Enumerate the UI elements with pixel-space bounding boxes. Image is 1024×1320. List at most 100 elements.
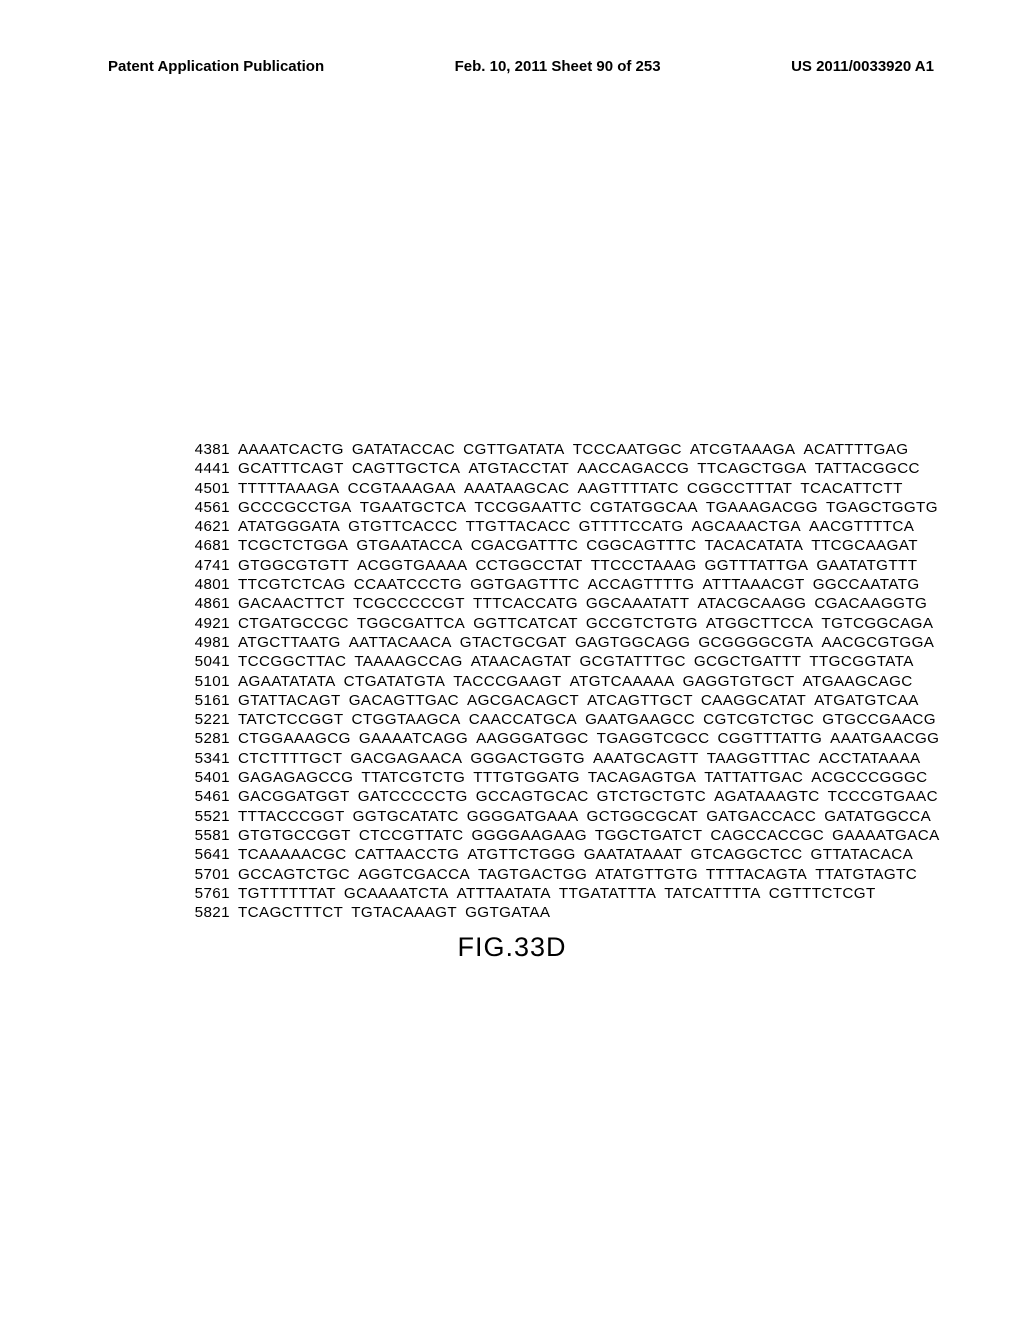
sequence-listing: 4381AAAATCACTGGATATACCACCGTTGATATATCCCAA…	[178, 440, 948, 922]
sequence-group: TCAAAAACGC	[238, 845, 347, 864]
sequence-group: AAATGAACGG	[830, 729, 939, 748]
sequence-group: ATCGTAAAGA	[690, 440, 796, 459]
sequence-group: TGTACAAAGT	[351, 903, 457, 922]
sequence-group: GTGTGCCGGT	[238, 826, 351, 845]
sequence-group: CGTTTCTCGT	[769, 884, 876, 903]
sequence-position: 4381	[178, 440, 230, 459]
sequence-row: 4921CTGATGCCGCTGGCGATTCAGGTTCATCATGCCGTC…	[178, 614, 948, 633]
sequence-group: GCCAGTGCAC	[476, 787, 589, 806]
sequence-group: TACACATATA	[705, 536, 804, 555]
sequence-row: 4561GCCCGCCTGATGAATGCTCATCCGGAATTCCGTATG…	[178, 498, 948, 517]
sequence-group: GACGGATGGT	[238, 787, 350, 806]
sequence-group: TAAGGTTTAC	[707, 749, 811, 768]
sequence-group: GCCGTCTGTG	[586, 614, 698, 633]
sequence-group: TACCCGAAGT	[453, 672, 561, 691]
sequence-group: CCAATCCCTG	[354, 575, 462, 594]
header-date-sheet: Feb. 10, 2011 Sheet 90 of 253	[455, 58, 661, 75]
sequence-row: 4621ATATGGGATAGTGTTCACCCTTGTTACACCGTTTTC…	[178, 517, 948, 536]
sequence-group: TATTACGGCC	[815, 459, 920, 478]
sequence-row: 5341CTCTTTTGCTGACGAGAACAGGGACTGGTGAAATGC…	[178, 749, 948, 768]
sequence-group: GGTGAGTTTC	[470, 575, 579, 594]
header-patent-number: US 2011/0033920 A1	[791, 58, 934, 75]
sequence-group: CGACAAGGTG	[814, 594, 927, 613]
sequence-group: GAGAGAGCCG	[238, 768, 353, 787]
sequence-position: 5221	[178, 710, 230, 729]
sequence-group: GAGGTGTGCT	[683, 672, 795, 691]
sequence-group: GCGGGGCGTA	[698, 633, 813, 652]
sequence-group: AAGGGATGGC	[476, 729, 589, 748]
sequence-group: GTTTTCCATG	[579, 517, 684, 536]
sequence-row: 4741GTGGCGTGTTACGGTGAAAACCTGGCCTATTTCCCT…	[178, 556, 948, 575]
sequence-group: CTGATATGTA	[344, 672, 446, 691]
sequence-group: ATGTTCTGGG	[467, 845, 575, 864]
sequence-row: 5761TGTTTTTTATGCAAAATCTAATTTAATATATTGATA…	[178, 884, 948, 903]
sequence-group: GAAAATGACA	[832, 826, 940, 845]
sequence-group: ATCAGTTGCT	[587, 691, 693, 710]
sequence-group: AAAATCACTG	[238, 440, 344, 459]
sequence-position: 4981	[178, 633, 230, 652]
sequence-group: GTCTGCTGTC	[597, 787, 706, 806]
sequence-group: TCCGGAATTC	[474, 498, 582, 517]
sequence-group: TTGCGGTATA	[809, 652, 913, 671]
sequence-group: TTATGTAGTC	[815, 865, 917, 884]
sequence-group: GGTTCATCAT	[473, 614, 578, 633]
sequence-group: TCACATTCTT	[800, 479, 902, 498]
figure-label: FIG.33D	[0, 932, 1024, 963]
sequence-group: TGGCTGATCT	[595, 826, 703, 845]
sequence-group: GTGAATACCA	[356, 536, 462, 555]
sequence-group: CGTCGTCTGC	[703, 710, 814, 729]
sequence-row: 5521TTTACCCGGTGGTGCATATCGGGGATGAAAGCTGGC…	[178, 807, 948, 826]
sequence-group: GAATGAAGCC	[585, 710, 695, 729]
sequence-group: GGCAAATATT	[586, 594, 690, 613]
sequence-group: ATATGGGATA	[238, 517, 340, 536]
sequence-group: CCTGGCCTAT	[476, 556, 583, 575]
sequence-group: AACGTTTTCA	[809, 517, 914, 536]
sequence-row: 4981ATGCTTAATGAATTACAACAGTACTGCGATGAGTGG…	[178, 633, 948, 652]
sequence-group: AGAATATATA	[238, 672, 336, 691]
sequence-group: CGTTGATATA	[463, 440, 565, 459]
sequence-group: AGCAAACTGA	[692, 517, 802, 536]
sequence-row: 5281CTGGAAAGCGGAAAATCAGGAAGGGATGGCTGAGGT…	[178, 729, 948, 748]
sequence-position: 5821	[178, 903, 230, 922]
sequence-position: 4621	[178, 517, 230, 536]
sequence-row: 5401GAGAGAGCCGTTATCGTCTGTTTGTGGATGTACAGA…	[178, 768, 948, 787]
sequence-position: 4801	[178, 575, 230, 594]
sequence-group: GCGTATTTGC	[579, 652, 685, 671]
sequence-group: ATGTACCTAT	[468, 459, 569, 478]
sequence-group: TGAATGCTCA	[360, 498, 467, 517]
sequence-group: ACGCCCGGGC	[811, 768, 927, 787]
sequence-group: AGCGACAGCT	[467, 691, 579, 710]
sequence-position: 4441	[178, 459, 230, 478]
sequence-position: 4921	[178, 614, 230, 633]
sequence-position: 5461	[178, 787, 230, 806]
sequence-group: ATGTCAAAAA	[570, 672, 675, 691]
sequence-group: GAAAATCAGG	[359, 729, 468, 748]
sequence-group: GAATATAAAT	[584, 845, 683, 864]
sequence-row: 4861GACAACTTCTTCGCCCCCGTTTTCACCATGGGCAAA…	[178, 594, 948, 613]
sequence-row: 5101AGAATATATACTGATATGTATACCCGAAGTATGTCA…	[178, 672, 948, 691]
sequence-position: 5761	[178, 884, 230, 903]
sequence-group: CTGGAAAGCG	[238, 729, 351, 748]
sequence-group: GGGGAAGAAG	[472, 826, 587, 845]
sequence-row: 5641TCAAAAACGCCATTAACCTGATGTTCTGGGGAATAT…	[178, 845, 948, 864]
sequence-group: AACGCGTGGA	[821, 633, 934, 652]
sequence-group: CGGCCTTTAT	[687, 479, 793, 498]
sequence-group: GAATATGTTT	[816, 556, 917, 575]
sequence-group: TATTATTGAC	[704, 768, 803, 787]
sequence-group: TTCCCTAAAG	[591, 556, 697, 575]
sequence-group: ATAACAGTAT	[471, 652, 572, 671]
sequence-group: TGAAAGACGG	[706, 498, 818, 517]
sequence-group: ATGATGTCAA	[814, 691, 919, 710]
sequence-group: GCAAAATCTA	[344, 884, 449, 903]
sequence-position: 5521	[178, 807, 230, 826]
sequence-position: 5701	[178, 865, 230, 884]
sequence-group: TGGCGATTCA	[357, 614, 465, 633]
sequence-row: 4441GCATTTCAGTCAGTTGCTCAATGTACCTATAACCAG…	[178, 459, 948, 478]
sequence-group: ATGAAGCAGC	[803, 672, 913, 691]
sequence-row: 5041TCCGGCTTACTAAAAGCCAGATAACAGTATGCGTAT…	[178, 652, 948, 671]
sequence-group: TATCTCCGGT	[238, 710, 344, 729]
sequence-row: 4381AAAATCACTGGATATACCACCGTTGATATATCCCAA…	[178, 440, 948, 459]
sequence-group: GGGACTGGTG	[470, 749, 585, 768]
sequence-group: GGTTTATTGA	[705, 556, 809, 575]
sequence-group: AAATGCAGTT	[593, 749, 699, 768]
